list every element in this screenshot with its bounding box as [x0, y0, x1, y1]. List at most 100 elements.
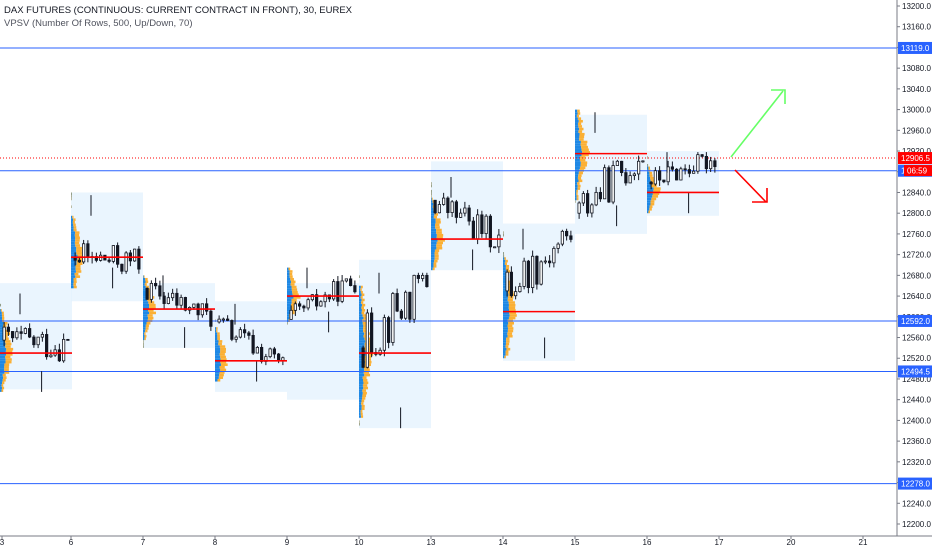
profile-up-bar — [503, 314, 510, 317]
profile-down-bar — [581, 143, 587, 146]
profile-down-bar — [363, 379, 367, 382]
profile-up-bar — [143, 301, 148, 304]
profile-up-bar — [431, 231, 436, 234]
candle-body — [476, 215, 478, 239]
profile-down-bar — [578, 117, 581, 120]
candle-body — [472, 221, 474, 239]
candle-body — [370, 313, 372, 352]
profile-up-bar — [0, 366, 4, 369]
candle-body — [125, 253, 127, 271]
level-price-label: 13119.0 — [901, 44, 930, 53]
profile-up-bar — [503, 304, 509, 307]
profile-up-bar — [71, 286, 74, 289]
candle-body — [519, 286, 521, 291]
profile-up-bar — [143, 332, 144, 335]
profile-up-bar — [0, 361, 6, 364]
countdown-label: 06:59 — [907, 167, 928, 176]
profile-up-bar — [431, 218, 436, 221]
profile-down-bar — [5, 345, 11, 348]
profile-down-bar — [508, 330, 513, 333]
profile-up-bar — [0, 387, 2, 390]
candle-body — [307, 300, 309, 308]
candle-body — [485, 216, 487, 233]
profile-down-bar — [292, 291, 298, 294]
arrow-up[interactable] — [731, 91, 783, 157]
profile-up-bar — [71, 247, 76, 250]
profile-up-bar — [503, 348, 506, 351]
profile-down-bar — [578, 180, 582, 183]
y-tick-label: 12720.0 — [902, 251, 931, 260]
candle-body — [544, 261, 546, 262]
profile-up-bar — [503, 335, 508, 338]
profile-up-bar — [215, 327, 216, 330]
profile-up-bar — [503, 356, 504, 359]
profile-down-bar — [435, 249, 439, 252]
profile-down-bar — [5, 340, 10, 343]
candle-body — [205, 304, 207, 311]
candle-body — [413, 275, 415, 319]
profile-up-bar — [215, 369, 220, 372]
candle-body — [87, 244, 89, 258]
candle-body — [33, 337, 35, 345]
profile-up-bar — [0, 348, 6, 351]
indicator-legend[interactable]: VPSV (Number Of Rows, 500, Up/Down, 70) — [4, 18, 193, 29]
profile-down-bar — [220, 356, 226, 359]
y-tick-label: 12440.0 — [902, 396, 931, 405]
profile-down-bar — [290, 270, 293, 273]
profile-down-bar — [506, 350, 509, 353]
profile-up-bar — [71, 249, 76, 252]
profile-down-bar — [436, 244, 442, 247]
candle-body — [438, 204, 440, 212]
x-tick-label: 15 — [571, 538, 580, 547]
candle-body — [489, 216, 491, 247]
profile-up-bar — [647, 174, 650, 177]
profile-up-bar — [359, 389, 362, 392]
candle-body — [383, 318, 385, 351]
candle-body — [24, 328, 26, 333]
profile-down-bar — [580, 159, 585, 162]
candle-body — [714, 161, 716, 167]
profile-down-bar — [148, 317, 153, 320]
candle-body — [349, 279, 351, 286]
level-price-label: 12592.0 — [901, 317, 930, 326]
profile-up-bar — [287, 299, 292, 302]
last-price-label: 12906.5 — [901, 154, 930, 163]
profile-up-bar — [647, 187, 654, 190]
candle-body — [273, 349, 275, 354]
profile-down-bar — [506, 345, 509, 348]
profile-down-bar — [581, 164, 587, 167]
profile-down-bar — [292, 299, 297, 302]
y-tick-label: 12800.0 — [902, 209, 931, 218]
profile-up-bar — [0, 356, 5, 359]
profile-up-bar — [503, 273, 506, 276]
arrow-down[interactable] — [735, 170, 766, 202]
candle-body — [442, 198, 444, 204]
profile-up-bar — [359, 413, 361, 416]
profile-down-bar — [361, 413, 363, 416]
profile-up-bar — [359, 312, 362, 315]
profile-down-bar — [508, 327, 513, 330]
value-area-box — [647, 151, 719, 216]
profile-up-bar — [287, 314, 289, 317]
profile-down-bar — [434, 265, 437, 268]
profile-up-bar — [431, 229, 436, 232]
profile-down-bar — [431, 190, 432, 193]
profile-down-bar — [650, 174, 653, 177]
profile-down-bar — [145, 335, 147, 338]
profile-up-bar — [647, 211, 648, 214]
candle-body — [218, 319, 220, 322]
profile-up-bar — [575, 198, 577, 201]
x-tick-label: 13 — [427, 538, 436, 547]
profile-up-bar — [431, 208, 433, 211]
profile-up-bar — [215, 376, 219, 379]
profile-up-bar — [215, 345, 220, 348]
candle-body — [595, 192, 597, 204]
profile-down-bar — [650, 205, 653, 208]
profile-up-bar — [359, 400, 361, 403]
candle-body — [658, 171, 660, 180]
profile-up-bar — [431, 262, 434, 265]
profile-down-bar — [437, 242, 443, 245]
profile-up-bar — [359, 299, 362, 302]
